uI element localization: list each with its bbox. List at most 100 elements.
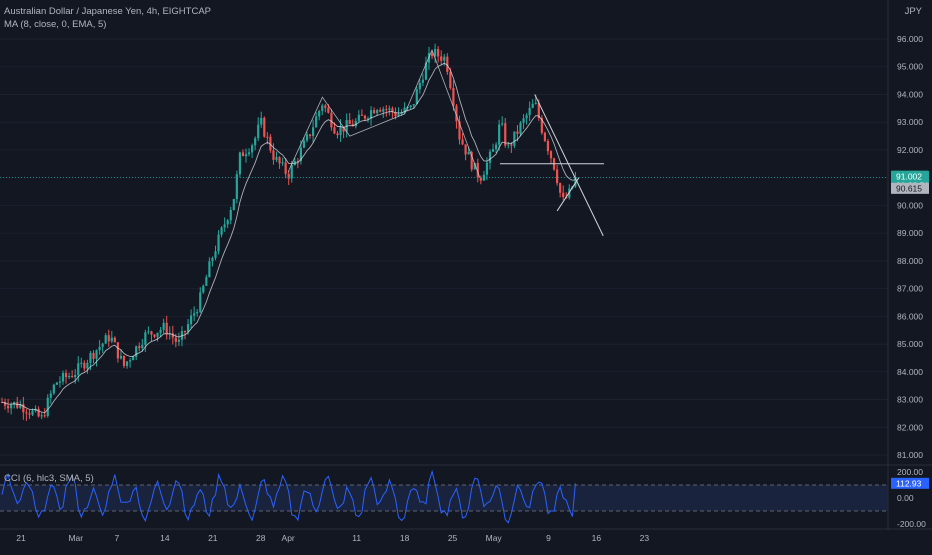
candle-body <box>549 151 553 159</box>
candle-body <box>351 124 354 127</box>
candle-body <box>501 123 504 125</box>
ma-legend[interactable]: MA (8, close, 0, EMA, 5) <box>4 19 107 30</box>
candle <box>302 137 306 149</box>
candle-body <box>574 177 577 187</box>
candle <box>562 185 565 201</box>
candle-body <box>473 163 476 170</box>
candle-body <box>562 192 565 198</box>
candle-body <box>397 114 400 116</box>
candle <box>519 121 522 137</box>
resistance-trendline[interactable] <box>534 94 604 237</box>
candle-body <box>3 402 7 406</box>
cci-legend[interactable]: CCI (6, hlc3, SMA, 5) <box>4 473 94 484</box>
candle <box>360 109 363 116</box>
candle-body <box>80 362 83 364</box>
candle <box>211 256 214 267</box>
candle-body <box>205 277 208 286</box>
candle-body <box>254 138 257 146</box>
candle-body <box>318 111 321 117</box>
price-tick-label: 92.000 <box>897 145 923 155</box>
candle-body <box>342 126 345 132</box>
candle-body <box>147 331 150 333</box>
cci-band <box>0 485 888 511</box>
zigzag-drawing[interactable] <box>287 49 481 178</box>
candle-body <box>409 105 412 108</box>
candle <box>162 318 165 334</box>
symbol-title[interactable]: Australian Dollar / Japanese Yen, 4h, EI… <box>4 6 212 17</box>
candle <box>58 376 62 388</box>
candle-body <box>7 405 10 409</box>
candle <box>110 330 113 344</box>
candle-body <box>284 162 287 174</box>
time-tick-label: 28 <box>256 533 266 543</box>
candle-body <box>430 53 434 57</box>
candle <box>83 360 86 372</box>
candle <box>260 111 263 128</box>
candle <box>434 43 437 64</box>
candle <box>321 103 324 116</box>
cci-line[interactable] <box>1 469 576 524</box>
candle-body <box>385 109 388 111</box>
candle <box>61 370 65 385</box>
candle-body <box>58 381 62 383</box>
candle <box>315 112 318 128</box>
candle-body <box>507 144 510 146</box>
time-tick-label: 25 <box>448 533 458 543</box>
candle <box>37 406 40 418</box>
candle-body <box>229 209 232 221</box>
time-axis[interactable]: 21 Mar 7 14 21 28 Apr 11 18 25 May 9 16 23 <box>16 533 649 543</box>
drawings[interactable] <box>287 49 604 237</box>
candle <box>113 336 116 343</box>
candle-body <box>403 107 406 113</box>
cci-axis[interactable]: 200.00 0.00 -200.00 112.93 <box>891 467 929 529</box>
candle <box>177 332 180 347</box>
candle-body <box>522 118 525 123</box>
candle-body <box>504 123 507 146</box>
candle <box>382 106 385 118</box>
candle-body <box>373 110 376 114</box>
candle-body <box>379 110 382 112</box>
candle <box>452 80 455 111</box>
ma-line[interactable] <box>1 62 576 414</box>
candle-body <box>418 82 421 90</box>
candle-body <box>354 120 357 127</box>
candle-body <box>339 126 342 136</box>
candle <box>437 46 440 63</box>
candle-body <box>22 404 25 413</box>
candle-body <box>208 261 211 278</box>
candle-body <box>217 234 220 252</box>
candle-body <box>388 108 391 110</box>
candle-body <box>238 152 241 175</box>
candle-body <box>488 151 492 163</box>
candle-body <box>315 116 318 128</box>
candle <box>501 116 504 127</box>
support-trendline[interactable] <box>556 177 580 212</box>
ma-price-badge <box>891 182 929 194</box>
candle-body <box>455 105 458 122</box>
currency-label: JPY <box>904 6 922 17</box>
candle-body <box>104 335 107 344</box>
candle-body <box>327 107 330 113</box>
candle-body <box>77 363 80 375</box>
candle-body <box>452 87 455 106</box>
candle-body <box>190 315 193 325</box>
candle <box>415 86 418 105</box>
price-axis[interactable]: 96.00095.00094.00093.00092.00091.00090.0… <box>891 34 929 460</box>
time-tick-label: 11 <box>352 533 361 543</box>
candle <box>214 245 217 261</box>
price-tick-label: 81.000 <box>897 450 923 460</box>
cci-pane[interactable] <box>0 469 888 524</box>
candle <box>40 412 43 420</box>
candle <box>95 349 98 367</box>
candle-body <box>159 329 162 333</box>
candle-body <box>485 162 489 175</box>
candle <box>64 369 68 384</box>
candle <box>92 350 95 364</box>
candle-body <box>110 337 113 342</box>
candle <box>513 131 516 149</box>
candle-body <box>382 109 385 112</box>
candle-body <box>281 162 284 164</box>
candle-body <box>516 131 519 134</box>
